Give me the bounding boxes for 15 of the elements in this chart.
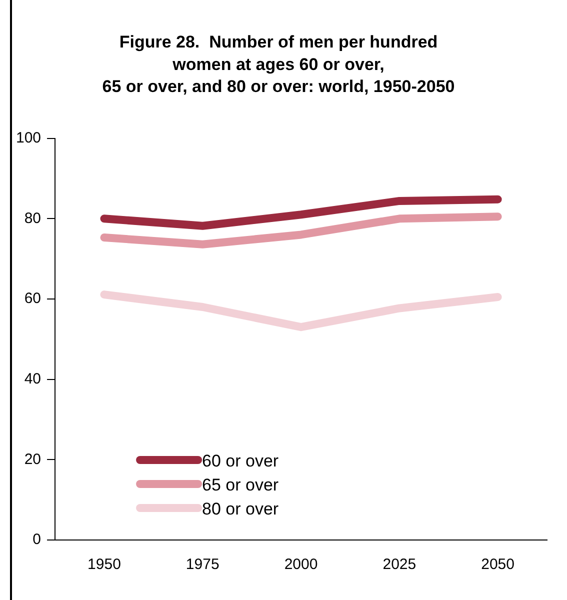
y-tick-label: 40 [24, 370, 42, 388]
legend-label: 60 or over [202, 452, 279, 471]
y-tick-label: 60 [24, 290, 42, 308]
x-tick-label: 2050 [481, 556, 514, 574]
y-tick-label: 20 [24, 450, 42, 468]
legend-label: 80 or over [202, 500, 279, 519]
x-tick-label: 2000 [284, 556, 318, 574]
x-tick-label: 1950 [88, 556, 121, 574]
x-tick-label: 1975 [186, 556, 220, 574]
x-tick-label: 2025 [382, 556, 416, 574]
y-tick-label: 80 [24, 210, 42, 227]
y-tick-label: 100 [16, 129, 42, 146]
legend-label: 65 or over [202, 476, 279, 495]
y-tick-label: 0 [32, 531, 42, 548]
chart-title: Figure 28. Number of men per hundred women at ages 60 or over, 65 or over, and 80 or over: world, 1950-2050 [102, 32, 455, 96]
